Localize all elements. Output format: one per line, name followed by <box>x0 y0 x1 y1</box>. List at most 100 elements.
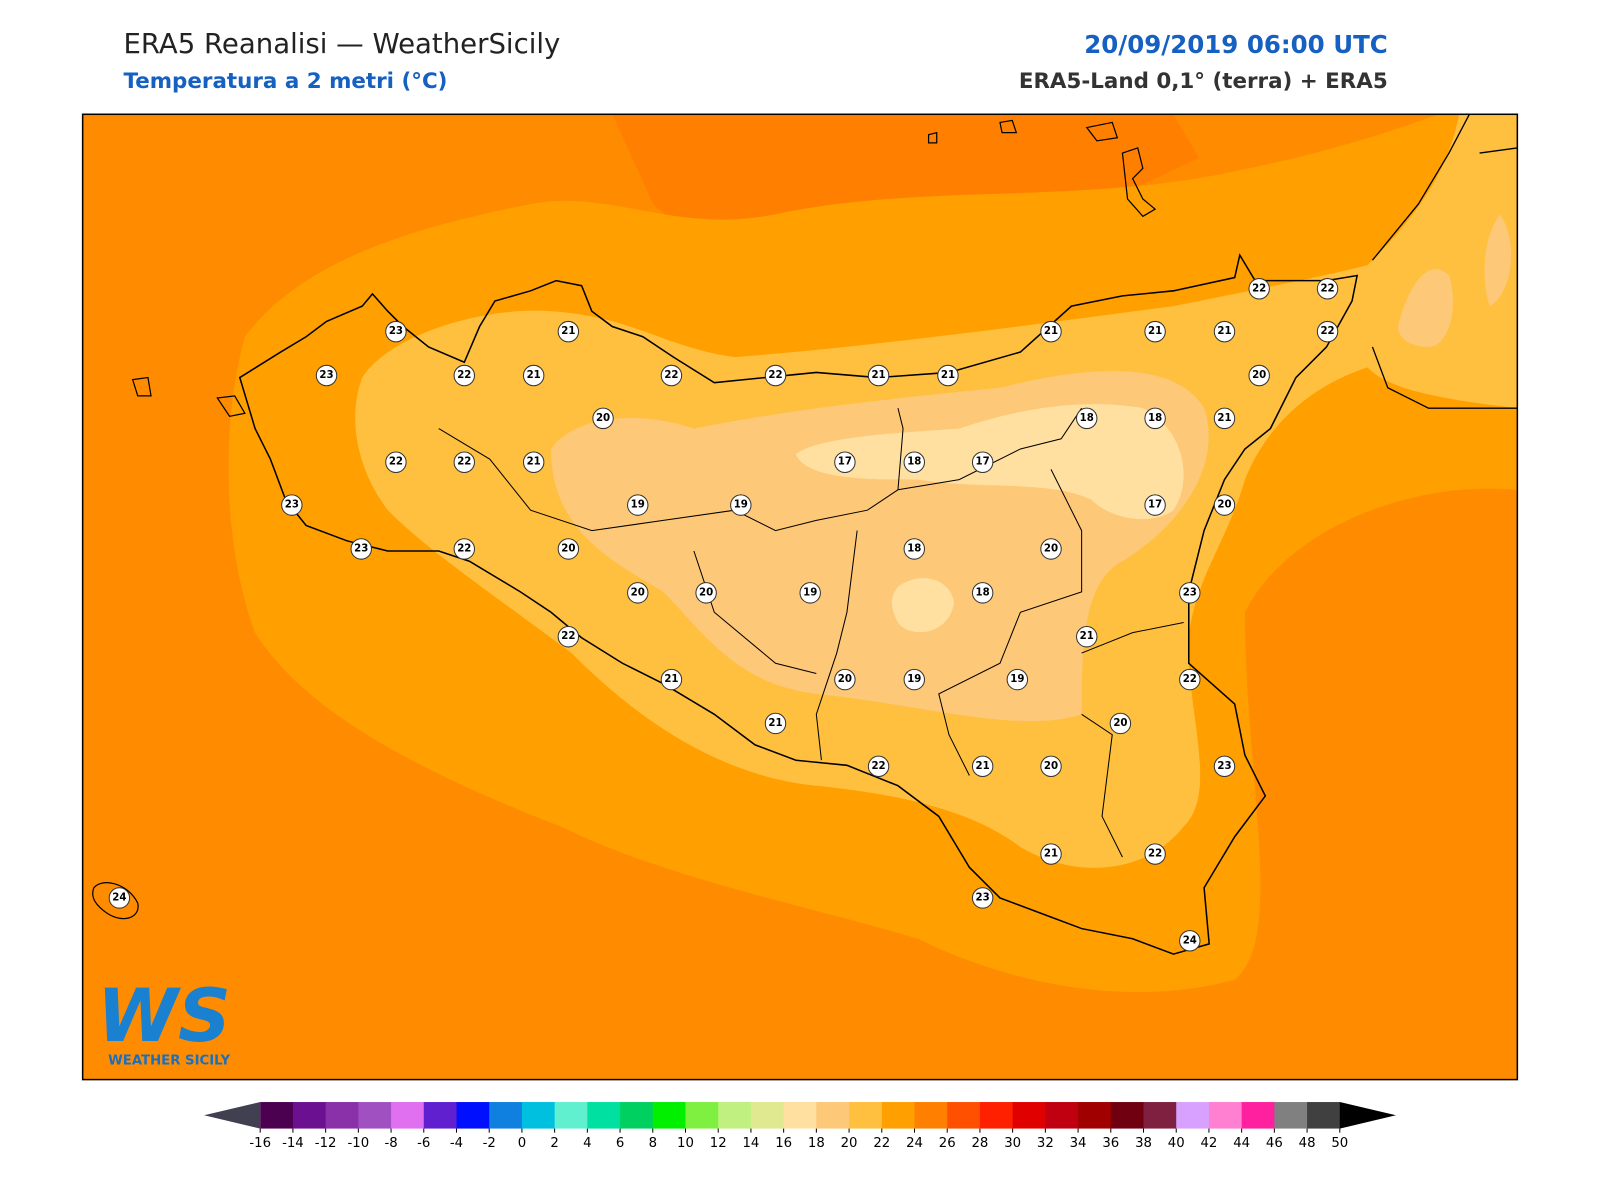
colorbar-tick-label: 4 <box>583 1136 591 1151</box>
colorbar-box <box>260 1102 294 1129</box>
station-marker <box>385 320 407 343</box>
colorbar-tick-label: -14 <box>282 1136 304 1151</box>
colorbar-box <box>947 1102 981 1129</box>
station-marker <box>799 582 821 604</box>
station-temperature: 20 <box>838 674 852 685</box>
station-marker <box>903 538 925 560</box>
colorbar-tick-label: -4 <box>450 1136 463 1151</box>
station-temperature: 20 <box>596 413 610 424</box>
colorbar-tick-label: 32 <box>1037 1136 1054 1151</box>
logo-name: WEATHER SICILY <box>108 1053 230 1068</box>
station-temperature: 23 <box>389 326 403 337</box>
colorbar-tick-label: -12 <box>315 1136 337 1151</box>
colorbar-box <box>750 1102 785 1129</box>
station-marker <box>1076 407 1098 430</box>
station-temperature: 17 <box>838 457 852 468</box>
colorbar-tick-label: 46 <box>1266 1136 1283 1151</box>
station-temperature: 21 <box>941 370 955 381</box>
station-marker <box>385 451 407 473</box>
map-frame <box>81 113 1519 1081</box>
colorbar-box <box>325 1102 359 1129</box>
colorbar-tick-label: 22 <box>873 1136 890 1151</box>
colorbar-tick-label: 42 <box>1200 1136 1217 1151</box>
colorbar-tick-label: -8 <box>384 1136 397 1151</box>
station-temperature: 19 <box>907 674 921 685</box>
colorbar-tick-label: -10 <box>348 1136 370 1151</box>
colorbar-box <box>1110 1102 1145 1129</box>
station-temperature: 20 <box>561 543 575 554</box>
station-temperature: 22 <box>1320 326 1334 337</box>
colorbar-tick-label: 30 <box>1004 1136 1021 1151</box>
map-area: 23 21 23 22 21 22 22 21 21 21 21 21 22 22 22 20 20 18 18 21… <box>82 114 1518 1080</box>
colorbar-tick-label: 38 <box>1135 1136 1152 1151</box>
station-temperature: 21 <box>527 370 541 381</box>
station-marker <box>453 364 475 387</box>
colorbar-tick-label: -16 <box>249 1136 271 1151</box>
station-marker <box>1076 626 1098 648</box>
contour <box>1397 214 1512 347</box>
colorbar-tick-label: 2 <box>550 1136 558 1151</box>
station-marker <box>557 626 580 648</box>
station-marker <box>1144 843 1166 865</box>
station-temperature: 22 <box>1320 283 1334 294</box>
station-temperature: 22 <box>561 631 575 642</box>
station-marker <box>627 494 649 516</box>
station-temperature: 19 <box>803 587 817 598</box>
station-temperature: 20 <box>1217 500 1231 511</box>
station-temperature: 21 <box>1148 326 1162 337</box>
station-temperature: 23 <box>1217 761 1231 772</box>
station-marker <box>281 494 303 516</box>
station-marker <box>1248 278 1270 300</box>
station-marker <box>660 364 683 387</box>
colorbar-tick-label: -2 <box>483 1136 496 1151</box>
coastline <box>238 253 1359 955</box>
station-marker <box>1213 494 1236 516</box>
colorbar-box <box>1307 1102 1341 1129</box>
station-marker <box>903 451 925 473</box>
station-temperature: 22 <box>389 457 403 468</box>
colorbar-box <box>587 1102 621 1129</box>
colorbar-tick-label: 0 <box>518 1136 526 1151</box>
colorbar-box <box>783 1102 817 1129</box>
station-temperature: 18 <box>1080 413 1094 424</box>
station-temperature: 23 <box>354 543 368 554</box>
station-marker <box>1248 364 1270 387</box>
station-temperature: 21 <box>561 326 575 337</box>
station-marker <box>350 538 372 560</box>
station-temperature: 21 <box>1217 326 1231 337</box>
station-marker <box>834 668 856 691</box>
station-temperature: 24 <box>112 892 126 903</box>
station-temperature: 20 <box>1044 761 1058 772</box>
station-temperature: 22 <box>768 370 782 381</box>
colorbar-tick-label: 10 <box>677 1136 694 1151</box>
station-temperature: 22 <box>664 370 678 381</box>
station-marker <box>867 755 890 778</box>
colorbar-box <box>1012 1102 1046 1129</box>
colorbar-box <box>816 1102 850 1129</box>
colorbar-tick-label: 28 <box>971 1136 988 1151</box>
station-marker <box>1040 755 1062 778</box>
colorbar-box <box>881 1102 916 1129</box>
colorbar-box <box>489 1102 523 1129</box>
station-marker <box>834 451 856 473</box>
station-marker <box>1144 407 1166 430</box>
station-marker <box>522 451 545 473</box>
station-marker <box>660 668 683 691</box>
colorbar-tick-label: 48 <box>1299 1136 1316 1151</box>
colorbar-box <box>358 1102 392 1129</box>
station-temperature: 22 <box>871 761 885 772</box>
station-temperature: 18 <box>907 543 921 554</box>
colorbar-box <box>914 1102 948 1129</box>
station-marker <box>1213 320 1236 343</box>
station-marker <box>867 364 890 387</box>
station-marker <box>627 582 649 604</box>
colorbar-tick-label: 20 <box>841 1136 858 1151</box>
colorbar-box <box>554 1102 588 1129</box>
station-marker <box>971 887 994 909</box>
colorbar-tick-label: 24 <box>906 1136 923 1151</box>
colorbar-box <box>1045 1102 1079 1129</box>
colorbar-box <box>1241 1102 1275 1129</box>
colorbar-tick-label: 16 <box>775 1136 792 1151</box>
colorbar-box <box>979 1102 1014 1129</box>
